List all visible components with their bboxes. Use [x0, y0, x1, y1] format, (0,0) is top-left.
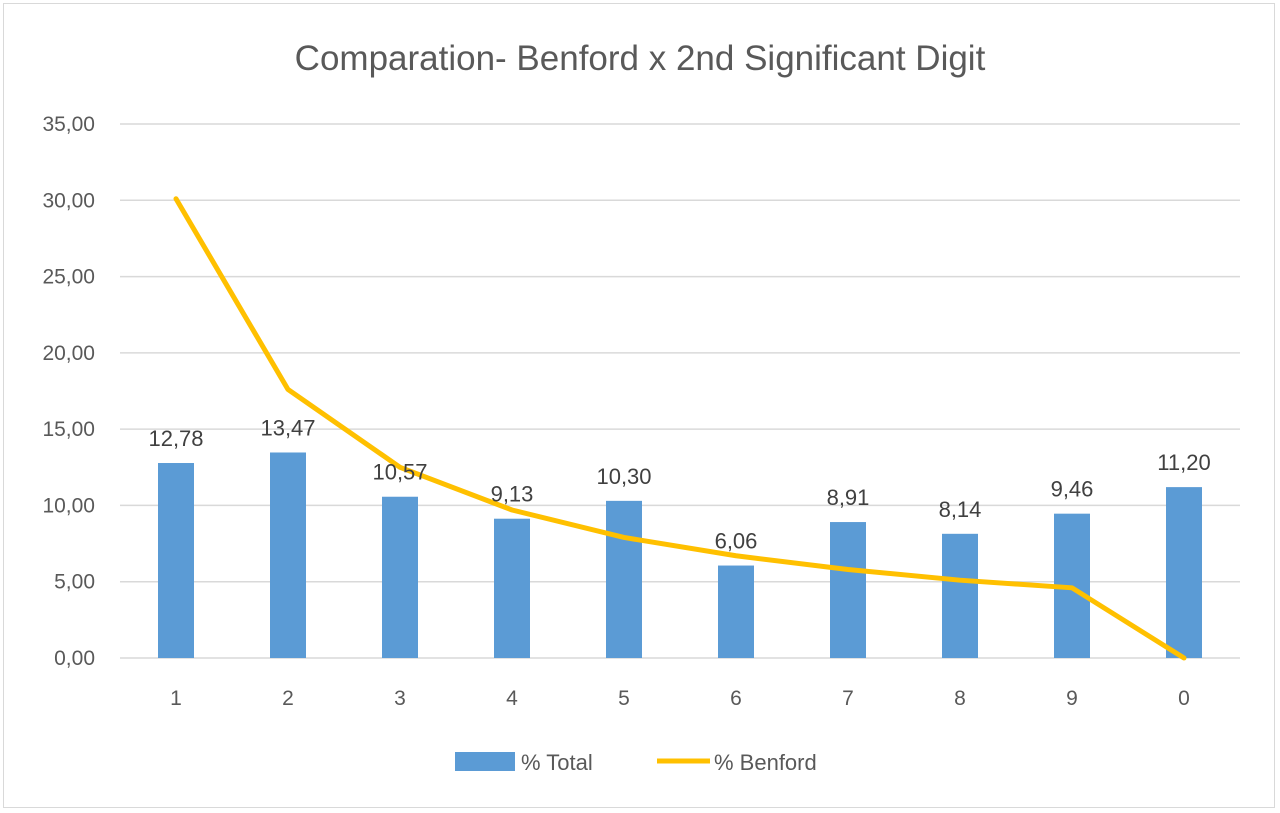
x-tick-label: 7	[842, 687, 854, 710]
bar-total	[270, 452, 306, 658]
data-label-total: 6,06	[715, 529, 758, 554]
x-tick-label: 6	[730, 687, 742, 710]
y-tick-label: 0,00	[54, 647, 95, 670]
x-tick-label: 5	[618, 687, 630, 710]
chart-title: Comparation- Benford x 2nd Significant D…	[295, 39, 986, 78]
bar-total	[942, 533, 978, 658]
bar-total	[382, 496, 418, 658]
y-tick-label: 25,00	[42, 266, 95, 289]
y-tick-label: 5,00	[54, 571, 95, 594]
x-tick-label: 1	[170, 687, 182, 710]
benford-line-layer	[173, 196, 1187, 661]
data-label-total: 13,47	[260, 415, 315, 440]
legend: % Total % Benford	[455, 750, 817, 775]
bars	[158, 452, 1202, 658]
legend-label-benford: % Benford	[714, 750, 817, 775]
bar-total	[830, 522, 866, 658]
data-label-total: 10,57	[372, 460, 427, 485]
y-axis-ticks: 0,00 5,00 10,00 15,00 20,00 25,00 30,00 35,00	[42, 113, 95, 670]
data-label-total: 12,78	[148, 426, 203, 451]
x-tick-label: 4	[506, 687, 518, 710]
bar-total	[158, 463, 194, 658]
data-label-total: 11,20	[1157, 450, 1210, 475]
y-tick-label: 35,00	[42, 113, 95, 136]
bar-total	[718, 565, 754, 658]
benford-line	[173, 196, 1187, 661]
y-tick-label: 30,00	[42, 189, 95, 212]
x-tick-label: 0	[1178, 687, 1190, 710]
data-label-total: 8,91	[827, 485, 870, 510]
x-tick-label: 9	[1066, 687, 1078, 710]
x-tick-label: 2	[282, 687, 294, 710]
y-tick-label: 20,00	[42, 342, 95, 365]
gridlines	[120, 123, 1240, 659]
data-label-total: 8,14	[939, 497, 982, 522]
x-tick-label: 8	[954, 687, 966, 710]
data-labels: 12,78 13,47 10,57 9,13 10,30 6,06 8,91 8,14 9,46…	[148, 415, 1210, 553]
y-tick-label: 15,00	[42, 418, 95, 441]
bar-total	[1166, 487, 1202, 658]
chart-frame	[3, 3, 1275, 808]
legend-swatch-total	[455, 752, 515, 771]
bar-total	[494, 518, 530, 658]
x-tick-label: 3	[394, 687, 406, 710]
bar-total	[606, 500, 642, 658]
y-tick-label: 10,00	[42, 494, 95, 517]
x-axis-ticks: 1 2 3 4 5 6 7 8 9 0	[170, 687, 1190, 710]
data-label-total: 9,46	[1051, 477, 1094, 502]
legend-label-total: % Total	[521, 750, 593, 775]
data-label-total: 9,13	[491, 482, 534, 507]
data-label-total: 10,30	[596, 464, 651, 489]
